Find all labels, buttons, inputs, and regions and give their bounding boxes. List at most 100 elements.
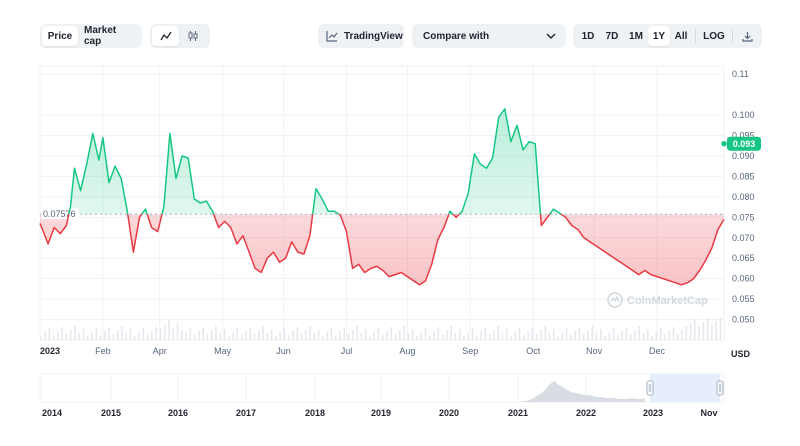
- x-tick-label: Feb: [95, 346, 111, 356]
- volume-bar: [659, 328, 662, 340]
- volume-bar: [369, 336, 371, 340]
- volume-bar: [578, 327, 581, 340]
- x-tick-label: 2023: [40, 346, 60, 356]
- navigator-x-label: Nov: [700, 408, 717, 418]
- volume-bar: [313, 333, 316, 340]
- volume-bar: [69, 330, 72, 340]
- volume-bar: [189, 328, 192, 340]
- volume-bar: [689, 323, 692, 340]
- y-tick-label: 0.060: [732, 274, 755, 284]
- volume-bar: [625, 327, 628, 340]
- navigator-handle-left[interactable]: [646, 380, 654, 396]
- volume-bar: [138, 332, 140, 340]
- watermark-label: CoinMarketCap: [627, 295, 708, 307]
- volume-bar: [78, 333, 80, 340]
- volume-bar: [694, 319, 696, 340]
- coinmarketcap-logo-glyph: [610, 295, 620, 303]
- volume-bar: [373, 332, 375, 340]
- x-tick-label: Sep: [462, 346, 478, 356]
- volume-bar: [82, 329, 85, 340]
- y-tick-label: 0.11: [732, 69, 749, 79]
- price-tab[interactable]: Price: [42, 26, 78, 46]
- volume-bar: [719, 317, 722, 340]
- navigator-selection[interactable]: [650, 374, 720, 402]
- volume-bar: [685, 326, 688, 340]
- volume-bar: [497, 326, 499, 340]
- volume-bar: [57, 331, 59, 340]
- navigator-x-label: 2022: [576, 408, 596, 418]
- navigator-history-area: [520, 381, 645, 402]
- volume-bar: [582, 334, 585, 340]
- navigator-x-label: 2014: [42, 408, 62, 418]
- tradingview-button[interactable]: TradingView: [318, 24, 404, 48]
- y-tick-label: 0.065: [732, 253, 755, 263]
- range-all[interactable]: All: [674, 30, 688, 42]
- volume-bar: [535, 334, 538, 340]
- volume-bar: [493, 330, 495, 340]
- navigator-x-label: 2023: [643, 408, 663, 418]
- coinmarketcap-logo: CoinMarketCap: [607, 292, 708, 308]
- y-tick-label: 0.070: [732, 233, 755, 243]
- market-cap-tab[interactable]: Market cap: [84, 25, 117, 47]
- navigator-x-label: 2020: [439, 408, 459, 418]
- navigator-frame: [39, 373, 725, 403]
- volume-bar: [600, 329, 602, 340]
- x-tick-label: May: [214, 346, 232, 356]
- volume-bar: [446, 330, 448, 340]
- volume-bar: [702, 322, 705, 340]
- compare-with-select[interactable]: Compare with: [412, 24, 566, 48]
- range-7d[interactable]: 7D: [605, 30, 619, 42]
- download-button[interactable]: [736, 26, 758, 46]
- current-price-badge: [727, 136, 761, 151]
- volume-bar: [651, 336, 653, 340]
- volume-bar: [711, 325, 713, 340]
- candlestick-button[interactable]: [179, 26, 206, 46]
- volume-bar: [394, 334, 397, 340]
- volume-bar: [219, 333, 222, 340]
- x-tick-label: Apr: [153, 346, 167, 356]
- volume-bar: [647, 329, 649, 340]
- volume-bar: [612, 328, 615, 340]
- volume-bar: [52, 335, 55, 340]
- currency-label: USD: [731, 349, 751, 359]
- volume-bar: [168, 320, 170, 340]
- navigator-x-label: 2016: [168, 408, 188, 418]
- volume-bar: [339, 331, 341, 340]
- volume-bar: [668, 331, 670, 340]
- toolbar-divider: [695, 29, 696, 43]
- download-icon: [741, 31, 753, 42]
- navigator-handle-right[interactable]: [716, 380, 724, 396]
- volume-bar: [121, 326, 123, 340]
- y-tick-label: 0.085: [732, 171, 755, 181]
- line-chart-button[interactable]: [152, 26, 179, 46]
- volume-bar: [116, 330, 119, 340]
- volume-bar: [236, 328, 239, 340]
- volume-bar: [258, 330, 260, 340]
- volume-bar: [245, 331, 247, 340]
- navigator-x-label: 2021: [508, 408, 528, 418]
- volume-bar: [283, 328, 286, 340]
- x-tick-label: Oct: [526, 346, 541, 356]
- y-tick-label: 0.100: [732, 110, 755, 120]
- volume-bar: [544, 326, 546, 340]
- volume-bar: [364, 329, 367, 340]
- volume-bar: [356, 326, 358, 340]
- volume-bar: [540, 330, 542, 340]
- volume-bar: [112, 334, 115, 340]
- volume-bar: [629, 334, 632, 340]
- volume-bar: [151, 331, 153, 340]
- volume-bar: [672, 327, 675, 340]
- range-1d[interactable]: 1D: [581, 30, 595, 42]
- volume-bar: [228, 336, 230, 340]
- volume-bar: [322, 336, 324, 340]
- volume-bar: [570, 335, 572, 340]
- volume-bar: [484, 327, 487, 340]
- range-navigator[interactable]: 2014 2015 2016 2017 2018 2019 2020 2021 2022 2023…: [39, 373, 725, 418]
- volume-bar: [326, 332, 328, 340]
- volume-bar: [287, 335, 290, 340]
- range-1m[interactable]: 1M: [629, 30, 643, 42]
- log-scale-toggle[interactable]: LOG: [703, 30, 725, 42]
- coinmarketcap-logo-icon: [607, 292, 623, 308]
- range-1y[interactable]: 1Y: [648, 26, 670, 46]
